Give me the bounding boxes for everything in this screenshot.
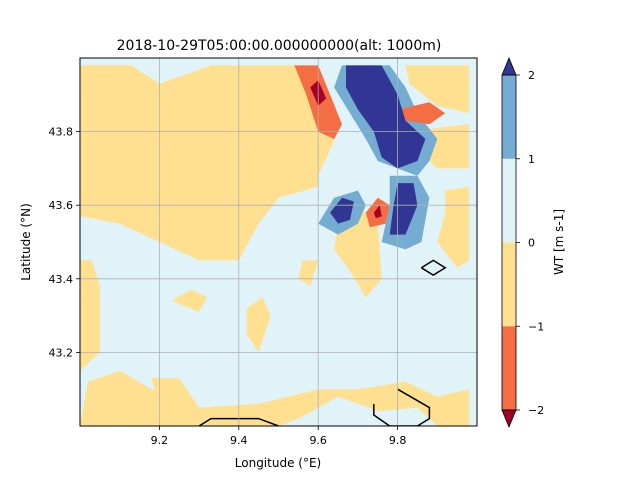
coastline-outline-0 <box>198 417 279 426</box>
x-axis-label: Longitude (°E) <box>235 456 321 470</box>
coastline-outline-2 <box>421 259 447 276</box>
coastline-outlines <box>198 259 447 426</box>
contour-region-19 <box>389 183 418 235</box>
contour-region-18 <box>346 65 426 169</box>
contour-region-2 <box>405 65 470 114</box>
contour-region-10 <box>80 370 470 426</box>
contour-region-4 <box>437 186 470 268</box>
contour-region-0 <box>80 65 339 261</box>
y-axis-label: Latitude (°N) <box>19 203 33 281</box>
colorbar-tick-label-1: −1 <box>528 320 544 333</box>
contour-region-1 <box>99 65 132 84</box>
contour-region-20 <box>330 197 354 224</box>
colorbar-tick-label-2: 0 <box>528 237 535 250</box>
contour-region-9 <box>80 260 100 371</box>
contour-region-16 <box>397 102 446 125</box>
coastline-outline-1 <box>373 388 431 426</box>
x-tick-label-1: 9.4 <box>230 434 248 447</box>
colorbar-label: WT [m s-1] <box>552 209 566 275</box>
contour-region-11 <box>151 378 200 408</box>
contour-region-8 <box>246 297 271 353</box>
colorbar-band-1 <box>502 242 516 327</box>
contour-region-7 <box>171 289 207 312</box>
colorbar-band-2 <box>502 158 516 243</box>
contour-region-22 <box>373 205 382 219</box>
y-axis-ticks: 43.2 43.4 43.6 43.8 <box>49 126 80 359</box>
grid-lines <box>80 58 477 426</box>
colorbar-tick-label-3: 1 <box>528 153 535 166</box>
plot-frame <box>79 57 478 427</box>
y-tick-label-0: 43.2 <box>49 346 74 359</box>
y-tick-label-1: 43.4 <box>49 273 74 286</box>
contour-fills <box>80 58 477 426</box>
x-tick-label-2: 9.6 <box>309 434 327 447</box>
colorbar-extend-under <box>501 409 517 429</box>
y-tick-label-3: 43.8 <box>49 126 74 139</box>
x-axis-ticks: 9.2 9.4 9.6 9.8 <box>151 426 407 447</box>
colorbar-band-0 <box>502 326 516 410</box>
colorbar-tick-label-0: −2 <box>528 404 544 417</box>
y-tick-label-2: 43.6 <box>49 199 74 212</box>
colorbar-extend-over <box>501 56 517 76</box>
colorbar: −2 −1 0 1 2 <box>501 56 544 429</box>
contour-region-6 <box>298 260 319 287</box>
colorbar-band-3 <box>502 75 516 159</box>
colorbar-tick-label-4: 2 <box>528 69 535 82</box>
plot-area: 9.2 9.4 9.6 9.8 43.2 43.4 43.6 43.8 <box>49 57 478 447</box>
x-tick-label-3: 9.8 <box>389 434 407 447</box>
x-tick-label-0: 9.2 <box>151 434 169 447</box>
chart-title: 2018-10-29T05:00:00.000000000(alt: 1000m… <box>117 38 442 54</box>
